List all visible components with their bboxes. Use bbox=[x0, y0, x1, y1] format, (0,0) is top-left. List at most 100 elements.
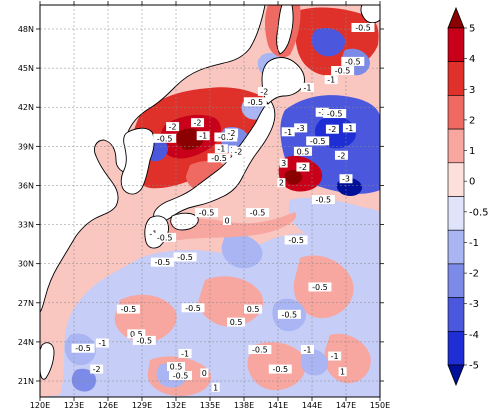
contour-label-bg bbox=[127, 329, 146, 339]
contour-label: -1 bbox=[181, 349, 189, 358]
colorbar-segment bbox=[447, 162, 465, 197]
contour-label-bg bbox=[71, 343, 95, 353]
contour-label: -1 bbox=[303, 83, 311, 92]
contour-label-bg bbox=[351, 23, 375, 32]
contour-label-bg bbox=[334, 150, 348, 160]
contour-label-bg bbox=[166, 122, 180, 132]
contour-label: -0.5 bbox=[282, 310, 298, 319]
contour-label-bg bbox=[277, 309, 301, 319]
contour-label: -0.5 bbox=[316, 196, 332, 205]
contour-label: -0.5 bbox=[75, 344, 91, 353]
colorbar: 5 4 3 2 1 0 -0.5 -1 -2 -3 -4 -5 bbox=[447, 6, 489, 387]
field-red-patch-2 bbox=[198, 276, 264, 327]
contour-label: 3 bbox=[281, 159, 286, 168]
contour-label-bg bbox=[191, 118, 205, 128]
lat-tick-label: 33N bbox=[18, 221, 34, 230]
field-blue-patch-6 bbox=[300, 348, 328, 376]
contour-label: -0.5 bbox=[272, 365, 288, 374]
contour-label-bg bbox=[195, 208, 219, 218]
colorbar-bottom-triangle bbox=[447, 364, 465, 387]
colorbar-label: -4 bbox=[469, 330, 479, 341]
colorbar-label: 5 bbox=[469, 24, 475, 35]
contour-label: 0.5 bbox=[170, 362, 183, 371]
lon-tick-label: 123E bbox=[64, 401, 84, 408]
field-blue-east bbox=[288, 197, 380, 243]
contour-label: -1 bbox=[327, 76, 335, 85]
field-blue-patch-4 bbox=[71, 368, 96, 392]
contour-label: 0.5 bbox=[230, 318, 243, 327]
contour-label-bg bbox=[328, 351, 342, 361]
contour-label: -0.5 bbox=[173, 372, 189, 381]
colorbar-segment bbox=[447, 229, 465, 265]
contour-label: -1 bbox=[331, 352, 339, 361]
field-red-kuroshio-ext-core bbox=[284, 169, 303, 185]
contour-label-bg bbox=[225, 128, 239, 138]
contour-label: 2 bbox=[279, 179, 284, 188]
land-kamchatka bbox=[360, 5, 380, 24]
contour-label: -3 bbox=[342, 175, 350, 184]
contour-label-bg bbox=[284, 235, 308, 245]
contour-label-bg bbox=[132, 335, 156, 345]
contour-label: -1 bbox=[284, 128, 292, 137]
contour-label-bg bbox=[257, 86, 271, 96]
contour-label: -1 bbox=[318, 108, 326, 117]
contour-label: 0 bbox=[224, 216, 229, 225]
contour-label-bg bbox=[116, 304, 140, 314]
contour-label-bg bbox=[331, 66, 355, 76]
contour-label-bg bbox=[246, 208, 270, 218]
lon-tick-label: 144E bbox=[302, 401, 322, 408]
contour-label-bg bbox=[268, 364, 292, 374]
contour-label: -2 bbox=[260, 87, 268, 96]
contour-label-bg bbox=[150, 257, 174, 267]
contour-label-bg bbox=[214, 144, 228, 154]
contour-label-bg bbox=[167, 361, 185, 371]
contour-label: -0.5 bbox=[327, 110, 343, 119]
lat-tick-label: 30N bbox=[18, 260, 34, 269]
colorbar-label: -0.5 bbox=[469, 207, 489, 218]
colorbar-label: 4 bbox=[469, 54, 475, 65]
contour-label-bg bbox=[311, 195, 335, 205]
contour-label-bg bbox=[200, 368, 209, 378]
colorbar-label: 0 bbox=[469, 177, 475, 188]
contour-label-bg bbox=[277, 178, 286, 188]
contour-label: -0.5 bbox=[121, 305, 137, 314]
contour-label: -0.5 bbox=[252, 346, 268, 355]
contour-label-bg bbox=[243, 97, 267, 107]
contour-label-bg bbox=[223, 215, 231, 225]
land bbox=[40, 5, 380, 380]
contour-label: -2 bbox=[337, 151, 345, 160]
colorbar-label: -3 bbox=[469, 299, 479, 310]
land-shikoku bbox=[170, 212, 199, 231]
contour-label-bg bbox=[196, 131, 210, 141]
contour-label: -2 bbox=[328, 125, 336, 134]
lat-tick-label: 48N bbox=[18, 25, 34, 34]
contour-label-bg bbox=[211, 382, 220, 392]
contour-label: 0.5 bbox=[247, 305, 260, 314]
contour-label: -1 bbox=[345, 124, 353, 133]
contour-label: -0.5 bbox=[288, 236, 304, 245]
contour-label-bg bbox=[300, 345, 314, 355]
field-blue-okhotsk bbox=[311, 28, 346, 57]
contour-label-bg bbox=[324, 75, 338, 85]
contour-labels: -0.5-0.5-0.5-1-1-2-0.5-1-0.5-2-2-1-0.5-0… bbox=[71, 23, 375, 392]
lon-tick-label: 129E bbox=[132, 401, 152, 408]
contour-label-bg bbox=[153, 232, 177, 242]
contour-label: -0.5 bbox=[185, 304, 201, 313]
contour-label: -2 bbox=[299, 163, 307, 172]
colorbar-label: -5 bbox=[469, 361, 479, 372]
contour-label-bg bbox=[323, 109, 347, 119]
colorbar-segment bbox=[447, 27, 465, 63]
contour-label-bg bbox=[296, 162, 310, 172]
contour-label: -0.5 bbox=[157, 134, 173, 143]
lat-tick-label: 39N bbox=[18, 142, 34, 151]
colorbar-label: 3 bbox=[469, 85, 475, 96]
contour-label-bg bbox=[325, 124, 339, 134]
colorbar-segment bbox=[447, 196, 465, 231]
contour-label-bg bbox=[248, 345, 272, 355]
contour-label-bg bbox=[300, 82, 314, 92]
contour-label: -0.5 bbox=[335, 67, 351, 76]
lat-tick-label: 27N bbox=[18, 299, 34, 308]
lon-tick-label: 141E bbox=[268, 401, 288, 408]
contour-label: -0.5 bbox=[199, 209, 215, 218]
colorbar-label: -1 bbox=[469, 238, 479, 249]
